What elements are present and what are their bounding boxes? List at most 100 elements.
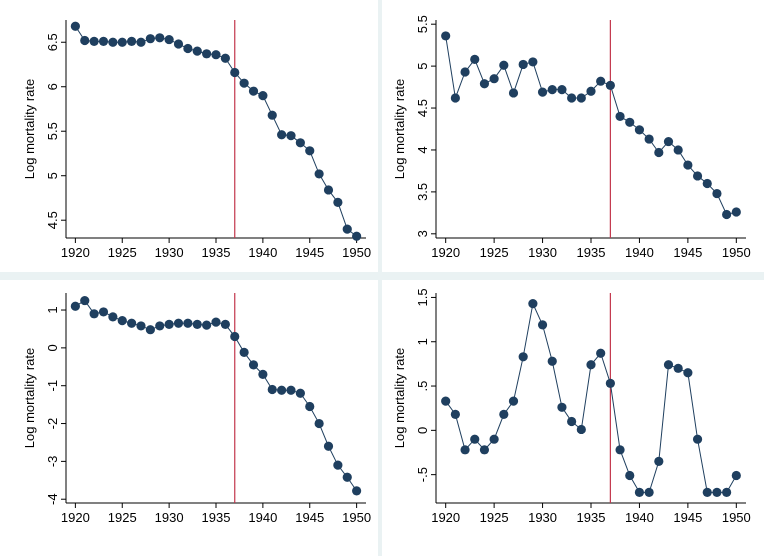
x-tick-label: 1930 [155, 510, 184, 525]
data-point [644, 487, 654, 497]
data-point [352, 231, 362, 241]
data-point [596, 348, 606, 358]
y-tick-label: 5 [415, 62, 430, 69]
data-point [722, 209, 732, 220]
data-point [89, 36, 99, 46]
y-tick-label: 5 [45, 172, 60, 179]
data-point [518, 59, 528, 70]
data-point [220, 53, 230, 63]
x-tick-label: 1945 [295, 245, 324, 260]
data-point [625, 117, 635, 127]
data-point [692, 434, 703, 444]
x-tick-label: 1920 [61, 245, 90, 260]
data-point [136, 37, 146, 47]
data-point [663, 136, 674, 147]
data-point [576, 93, 586, 103]
y-tick-label: 5.5 [45, 122, 60, 140]
data-point [460, 67, 470, 77]
data-point [202, 49, 212, 59]
data-point [692, 171, 703, 181]
y-axis-title: Log mortality rate [392, 348, 407, 448]
data-point [230, 67, 240, 78]
y-tick-label: -1 [45, 380, 60, 392]
data-point [557, 84, 567, 95]
data-point [267, 384, 277, 395]
data-point [202, 320, 212, 330]
data-point [183, 43, 193, 54]
data-point [239, 347, 249, 358]
data-point [286, 385, 296, 395]
data-point [80, 35, 90, 46]
x-tick-label: 1945 [673, 510, 702, 525]
x-tick-label: 1930 [528, 510, 557, 525]
data-point [673, 363, 683, 373]
y-tick-label: 6 [45, 83, 60, 90]
data-point [145, 34, 155, 44]
data-point [192, 319, 202, 330]
data-point [537, 320, 548, 330]
data-point [98, 36, 109, 46]
data-point [450, 93, 460, 103]
chart-panel-bottom-right: 1920 1925 1930 1935 1940 1945 1950 -.5 0 .5 1 1.5 Lo… [382, 280, 764, 556]
data-point [173, 39, 184, 49]
data-point [537, 87, 548, 97]
data-point [557, 402, 567, 412]
y-tick-label: 1 [45, 306, 60, 313]
x-tick-label: 1925 [108, 245, 137, 260]
y-tick-label: 4 [415, 146, 430, 153]
data-point [683, 368, 693, 378]
data-point [277, 130, 287, 140]
data-point [323, 185, 334, 195]
y-tick-label: 5.5 [415, 15, 430, 33]
data-point [586, 360, 596, 370]
data-point [508, 88, 519, 98]
data-point [625, 470, 635, 481]
y-tick-label: 1 [415, 338, 430, 345]
data-point [567, 416, 577, 427]
data-point [479, 79, 490, 89]
data-point [508, 396, 519, 406]
data-point [314, 418, 324, 429]
x-tick-label: 1940 [625, 245, 654, 260]
x-tick-label: 1940 [248, 245, 277, 260]
data-point [230, 331, 240, 342]
data-point [127, 36, 137, 46]
data-point [89, 309, 99, 319]
data-point [258, 91, 268, 101]
data-point [323, 441, 334, 451]
data-point [567, 93, 577, 103]
data-point [155, 33, 165, 43]
x-tick-label: 1935 [577, 510, 606, 525]
x-tick-label: 1935 [577, 245, 606, 260]
data-point [441, 31, 451, 41]
data-point [192, 46, 202, 56]
data-point [211, 50, 221, 60]
data-point [183, 318, 193, 328]
x-tick-label: 1920 [431, 510, 460, 525]
data-point [644, 134, 654, 144]
data-point [164, 34, 174, 45]
y-tick-label: 3.5 [415, 183, 430, 201]
data-point [295, 138, 305, 148]
data-point [305, 401, 315, 412]
data-point [333, 460, 343, 470]
data-point [286, 131, 296, 141]
data-point [220, 319, 230, 330]
data-point [489, 74, 499, 84]
data-point [295, 388, 305, 398]
data-point [70, 301, 80, 311]
data-point [499, 409, 509, 419]
data-point [136, 321, 146, 331]
data-point [586, 86, 596, 96]
data-point [155, 321, 165, 331]
data-point [722, 487, 732, 497]
data-point [441, 396, 451, 406]
data-point [702, 178, 712, 189]
y-tick-label: 0 [415, 427, 430, 434]
data-point [663, 360, 674, 370]
data-point [352, 486, 362, 496]
data-point [479, 445, 490, 455]
x-tick-label: 1925 [480, 245, 509, 260]
data-point [731, 207, 741, 217]
